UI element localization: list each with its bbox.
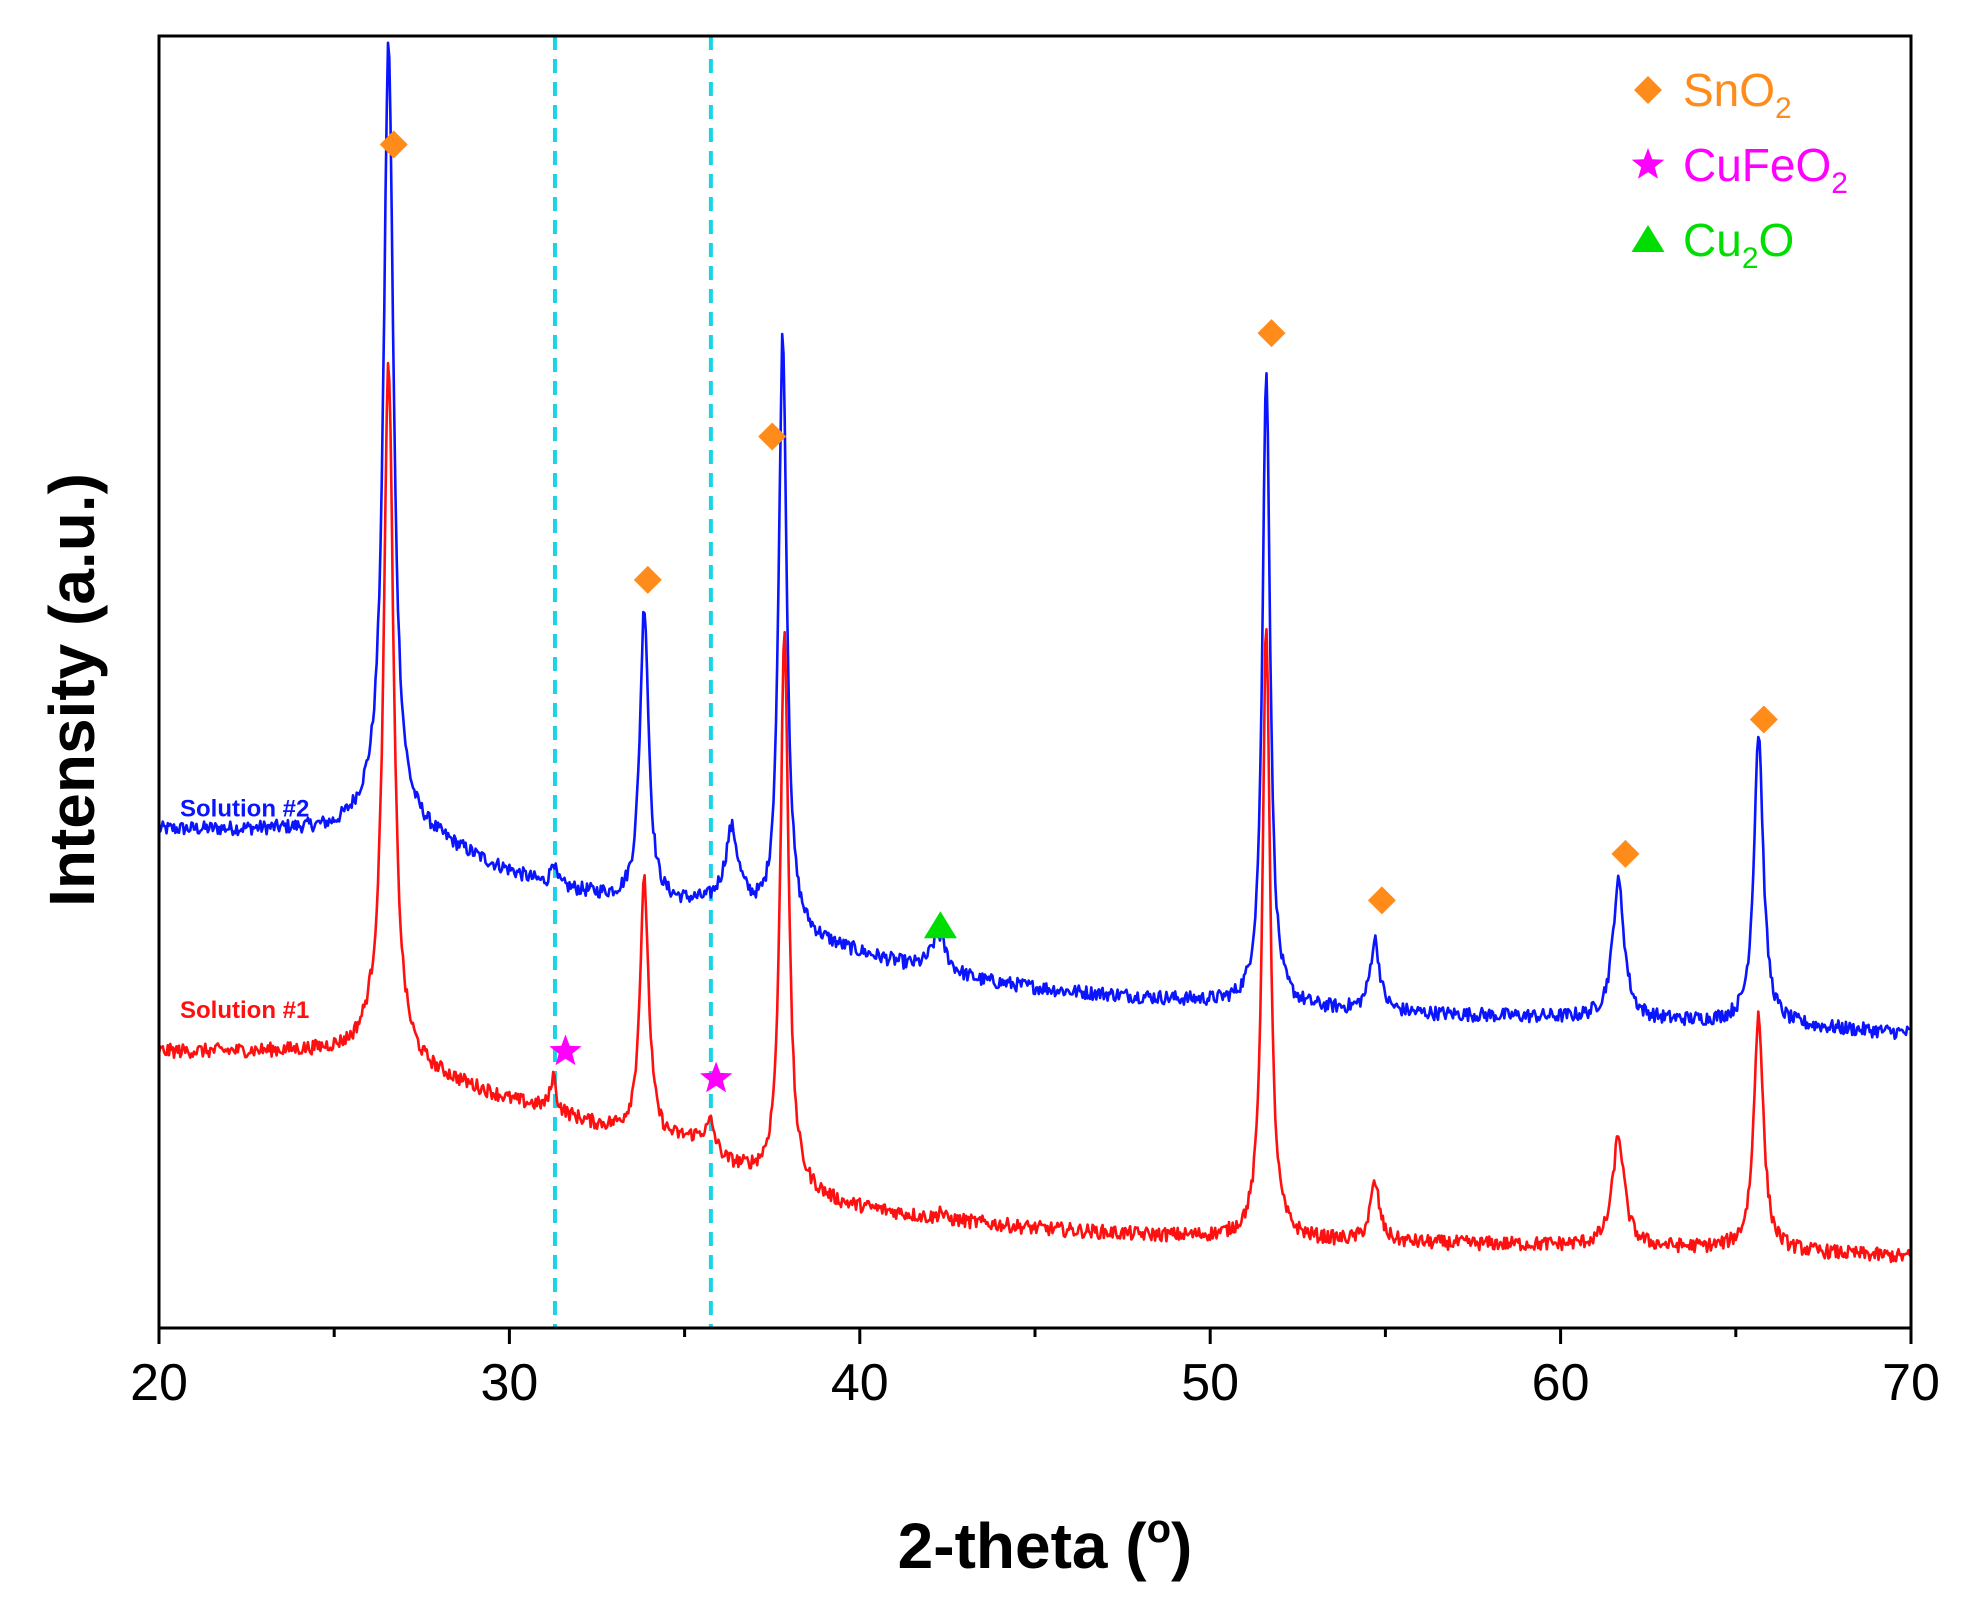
x-axis-title-text: 2-theta ( xyxy=(898,1510,1148,1582)
reference-lines xyxy=(552,36,713,1328)
x-axis-title-close: ) xyxy=(1171,1510,1192,1582)
x-axis-title: 2-theta (o) xyxy=(898,1507,1193,1582)
legend-cufeo2-base: CuFeO xyxy=(1683,139,1831,191)
x-axis: 20 30 40 50 60 70 xyxy=(130,1328,1940,1412)
legend-cufeo2-label: CuFeO2 xyxy=(1683,139,1848,200)
legend-cufeo2-subscript: 2 xyxy=(1831,167,1848,200)
series-group xyxy=(157,41,1913,1264)
legend-sno2-label: SnO2 xyxy=(1683,64,1792,125)
series-label-solution-2: Solution #2 xyxy=(180,795,309,822)
series-line-solution-2 xyxy=(157,41,1912,1040)
cufeo2-marker-9 xyxy=(700,1061,733,1093)
legend-sno2-icon xyxy=(1634,76,1662,104)
legend-cufeo2-icon xyxy=(1631,148,1665,179)
legend-cu2o-rest: O xyxy=(1759,214,1795,266)
cufeo2-marker-8 xyxy=(549,1034,582,1066)
x-tick-label-70: 70 xyxy=(1882,1354,1940,1412)
sno2-marker-7 xyxy=(1749,705,1778,734)
series-labels: Solution #2 Solution #1 xyxy=(180,795,309,1024)
x-tick-label-30: 30 xyxy=(480,1354,538,1412)
sno2-marker-6 xyxy=(1611,839,1640,868)
y-axis-title: Intensity (a.u.) xyxy=(36,473,108,907)
sno2-marker-1 xyxy=(379,130,408,159)
x-tick-label-50: 50 xyxy=(1181,1354,1239,1412)
legend-cu2o-base: Cu xyxy=(1683,214,1742,266)
cu2o-marker-10 xyxy=(923,911,957,939)
legend-cu2o-subscript: 2 xyxy=(1742,242,1759,275)
sno2-marker-4 xyxy=(1257,319,1286,348)
legend-cu2o-label: Cu2O xyxy=(1683,214,1794,275)
legend-sno2-subscript: 2 xyxy=(1775,92,1792,125)
sno2-marker-5 xyxy=(1367,886,1396,915)
sno2-marker-3 xyxy=(758,422,787,451)
x-axis-degree-sign: o xyxy=(1147,1507,1171,1551)
sno2-marker-2 xyxy=(633,565,662,594)
x-tick-label-40: 40 xyxy=(831,1354,889,1412)
legend-sno2-base: SnO xyxy=(1683,64,1775,116)
x-tick-label-20: 20 xyxy=(130,1354,188,1412)
x-tick-label-60: 60 xyxy=(1532,1354,1590,1412)
legend-cu2o-icon xyxy=(1631,225,1665,252)
series-line-solution-1 xyxy=(157,361,1913,1264)
series-label-solution-1: Solution #1 xyxy=(180,997,309,1024)
phase-markers xyxy=(379,130,1778,1093)
